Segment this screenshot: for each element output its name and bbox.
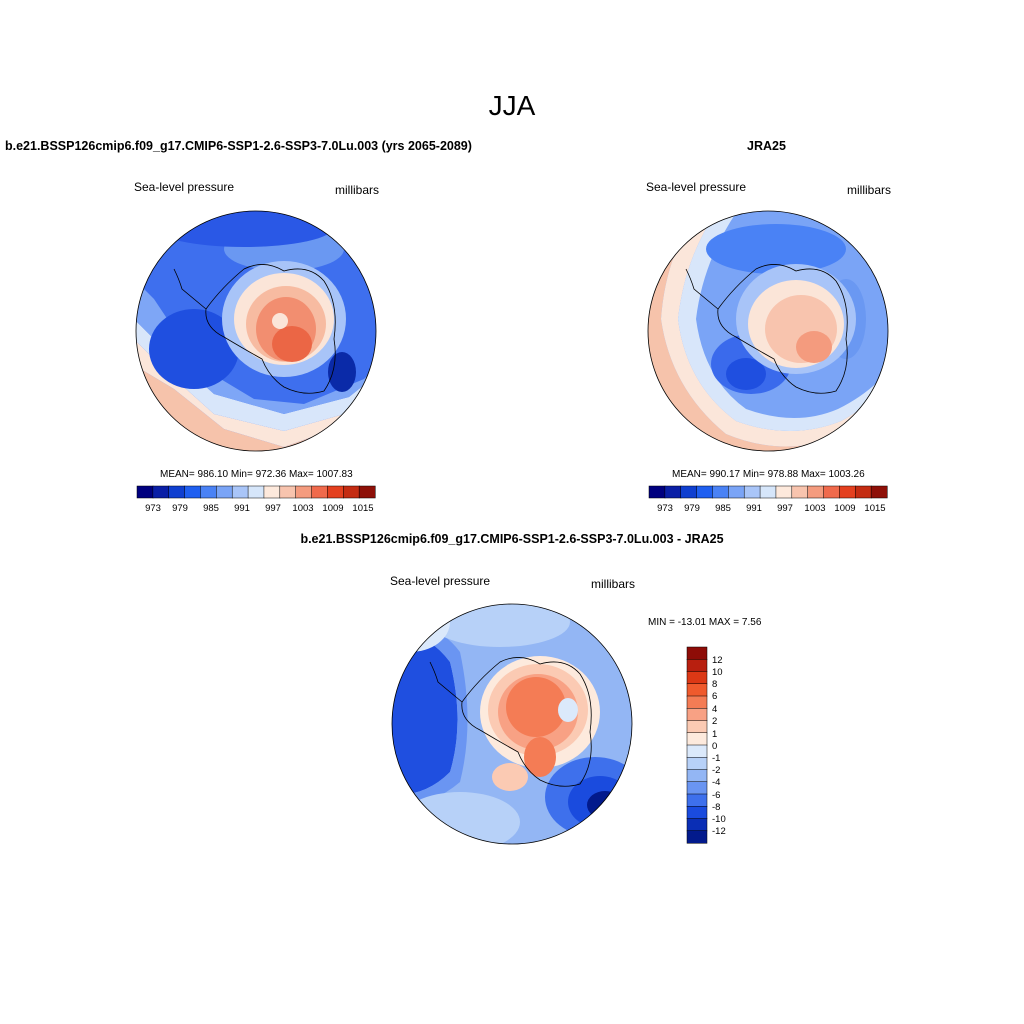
panel3-colorbar-tick: -1	[712, 753, 721, 764]
colorbar-swatch	[136, 485, 154, 499]
colorbar-swatch	[839, 485, 856, 499]
panel1-colorbar-tick: 1003	[292, 503, 314, 514]
colorbar-swatch	[686, 708, 708, 722]
colorbar-swatch	[686, 659, 708, 673]
panel3-colorbar-tick: -8	[712, 802, 721, 813]
panel3-colorbar-tick: -6	[712, 790, 721, 801]
colorbar-swatch	[686, 769, 708, 783]
colorbar-swatch	[216, 485, 233, 499]
panel1-colorbar-tick: 973	[145, 503, 161, 514]
colorbar-swatch	[152, 485, 170, 499]
panel3-title: b.e21.BSSP126cmip6.f09_g17.CMIP6-SSP1-2.…	[300, 532, 724, 546]
colorbar-swatch	[664, 485, 682, 499]
colorbar-swatch	[648, 485, 666, 499]
colorbar-swatch	[855, 485, 872, 499]
colorbar-swatch	[200, 485, 217, 499]
panel2-stats: MEAN= 990.17 Min= 978.88 Max= 1003.26	[672, 469, 865, 480]
panel3-variable-label: Sea-level pressure	[390, 574, 491, 588]
panel1-colorbar-tick: 997	[265, 503, 281, 514]
colorbar-swatch	[327, 485, 344, 499]
panel2-variable-label: Sea-level pressure	[646, 180, 747, 194]
panel1-units-label: millibars	[335, 183, 380, 197]
colorbar-swatch	[823, 485, 840, 499]
panel3-colorbar-tick: 8	[712, 679, 718, 690]
panel3-colorbar-tick: -10	[712, 814, 726, 825]
colorbar-swatch	[686, 671, 708, 685]
panel2-map	[647, 210, 889, 452]
colorbar-swatch	[686, 818, 708, 832]
panel2-units-label: millibars	[847, 183, 892, 197]
colorbar-swatch	[870, 485, 888, 499]
colorbar-swatch	[775, 485, 793, 499]
colorbar-swatch	[231, 485, 249, 499]
colorbar-swatch	[759, 485, 777, 499]
colorbar-swatch	[807, 485, 825, 499]
panel2-title: JRA25	[747, 139, 786, 153]
colorbar-swatch	[728, 485, 745, 499]
colorbar-swatch	[263, 485, 281, 499]
colorbar-swatch	[686, 744, 708, 758]
colorbar-swatch	[686, 806, 708, 820]
panel3-minmax: MIN = -13.01 MAX = 7.56	[648, 617, 762, 628]
panel2-colorbar-tick: 997	[777, 503, 793, 514]
panel2-colorbar-tick: 973	[657, 503, 673, 514]
panel2-colorbar-tick: 1009	[834, 503, 856, 514]
colorbar-swatch	[791, 485, 809, 499]
panel1-colorbar-tick: 985	[203, 503, 219, 514]
panel3-colorbar-tick: -12	[712, 826, 726, 837]
panel2-colorbar-tick: 985	[715, 503, 731, 514]
colorbar-swatch	[696, 485, 714, 499]
colorbar-swatch	[343, 485, 360, 499]
colorbar-swatch	[184, 485, 202, 499]
panel3-colorbar-tick: 0	[712, 741, 718, 752]
panel2-colorbar-tick: 1003	[804, 503, 826, 514]
panel2-colorbar-tick: 991	[746, 503, 762, 514]
panel2-colorbar-tick: 1015	[864, 503, 886, 514]
panel3-colorbar-tick: 2	[712, 716, 718, 727]
panel3-colorbar-tick: 10	[712, 667, 723, 678]
panel1-colorbar-tick: 1009	[322, 503, 344, 514]
panel2-colorbar	[648, 485, 888, 499]
panel3-units-label: millibars	[591, 577, 636, 591]
colorbar-swatch	[686, 683, 708, 697]
panel1-stats: MEAN= 986.10 Min= 972.36 Max= 1007.83	[160, 469, 353, 480]
panel3-colorbar	[686, 646, 708, 844]
panel1-colorbar	[136, 485, 376, 499]
panel1-variable-label: Sea-level pressure	[134, 180, 235, 194]
panel1-colorbar-tick: 979	[172, 503, 188, 514]
season-title: JJA	[488, 90, 536, 121]
colorbar-swatch	[686, 732, 708, 746]
colorbar-swatch	[168, 485, 186, 499]
panel3-colorbar-tick: -2	[712, 765, 721, 776]
panel1-title: b.e21.BSSP126cmip6.f09_g17.CMIP6-SSP1-2.…	[5, 139, 472, 153]
panel3-map	[391, 603, 633, 845]
panel1-map	[135, 210, 377, 452]
colorbar-swatch	[686, 793, 708, 807]
colorbar-swatch	[247, 485, 265, 499]
colorbar-swatch	[311, 485, 328, 499]
panel3-colorbar-tick: -4	[712, 777, 721, 788]
panel2-colorbar-tick: 979	[684, 503, 700, 514]
panel1-colorbar-tick: 991	[234, 503, 250, 514]
panel3-colorbar-tick: 1	[712, 729, 718, 740]
colorbar-swatch	[279, 485, 297, 499]
panel1-colorbar-tick: 1015	[352, 503, 374, 514]
colorbar-swatch	[712, 485, 729, 499]
colorbar-swatch	[686, 781, 708, 795]
colorbar-swatch	[680, 485, 698, 499]
colorbar-swatch	[295, 485, 313, 499]
colorbar-swatch	[686, 757, 708, 771]
panel3-colorbar-tick: 12	[712, 655, 723, 666]
colorbar-swatch	[358, 485, 376, 499]
panel3-colorbar-tick: 4	[712, 704, 718, 715]
colorbar-swatch	[686, 830, 708, 844]
panel3-colorbar-tick: 6	[712, 691, 718, 702]
colorbar-swatch	[743, 485, 761, 499]
colorbar-swatch	[686, 720, 708, 734]
colorbar-swatch	[686, 695, 708, 709]
colorbar-swatch	[686, 646, 708, 660]
